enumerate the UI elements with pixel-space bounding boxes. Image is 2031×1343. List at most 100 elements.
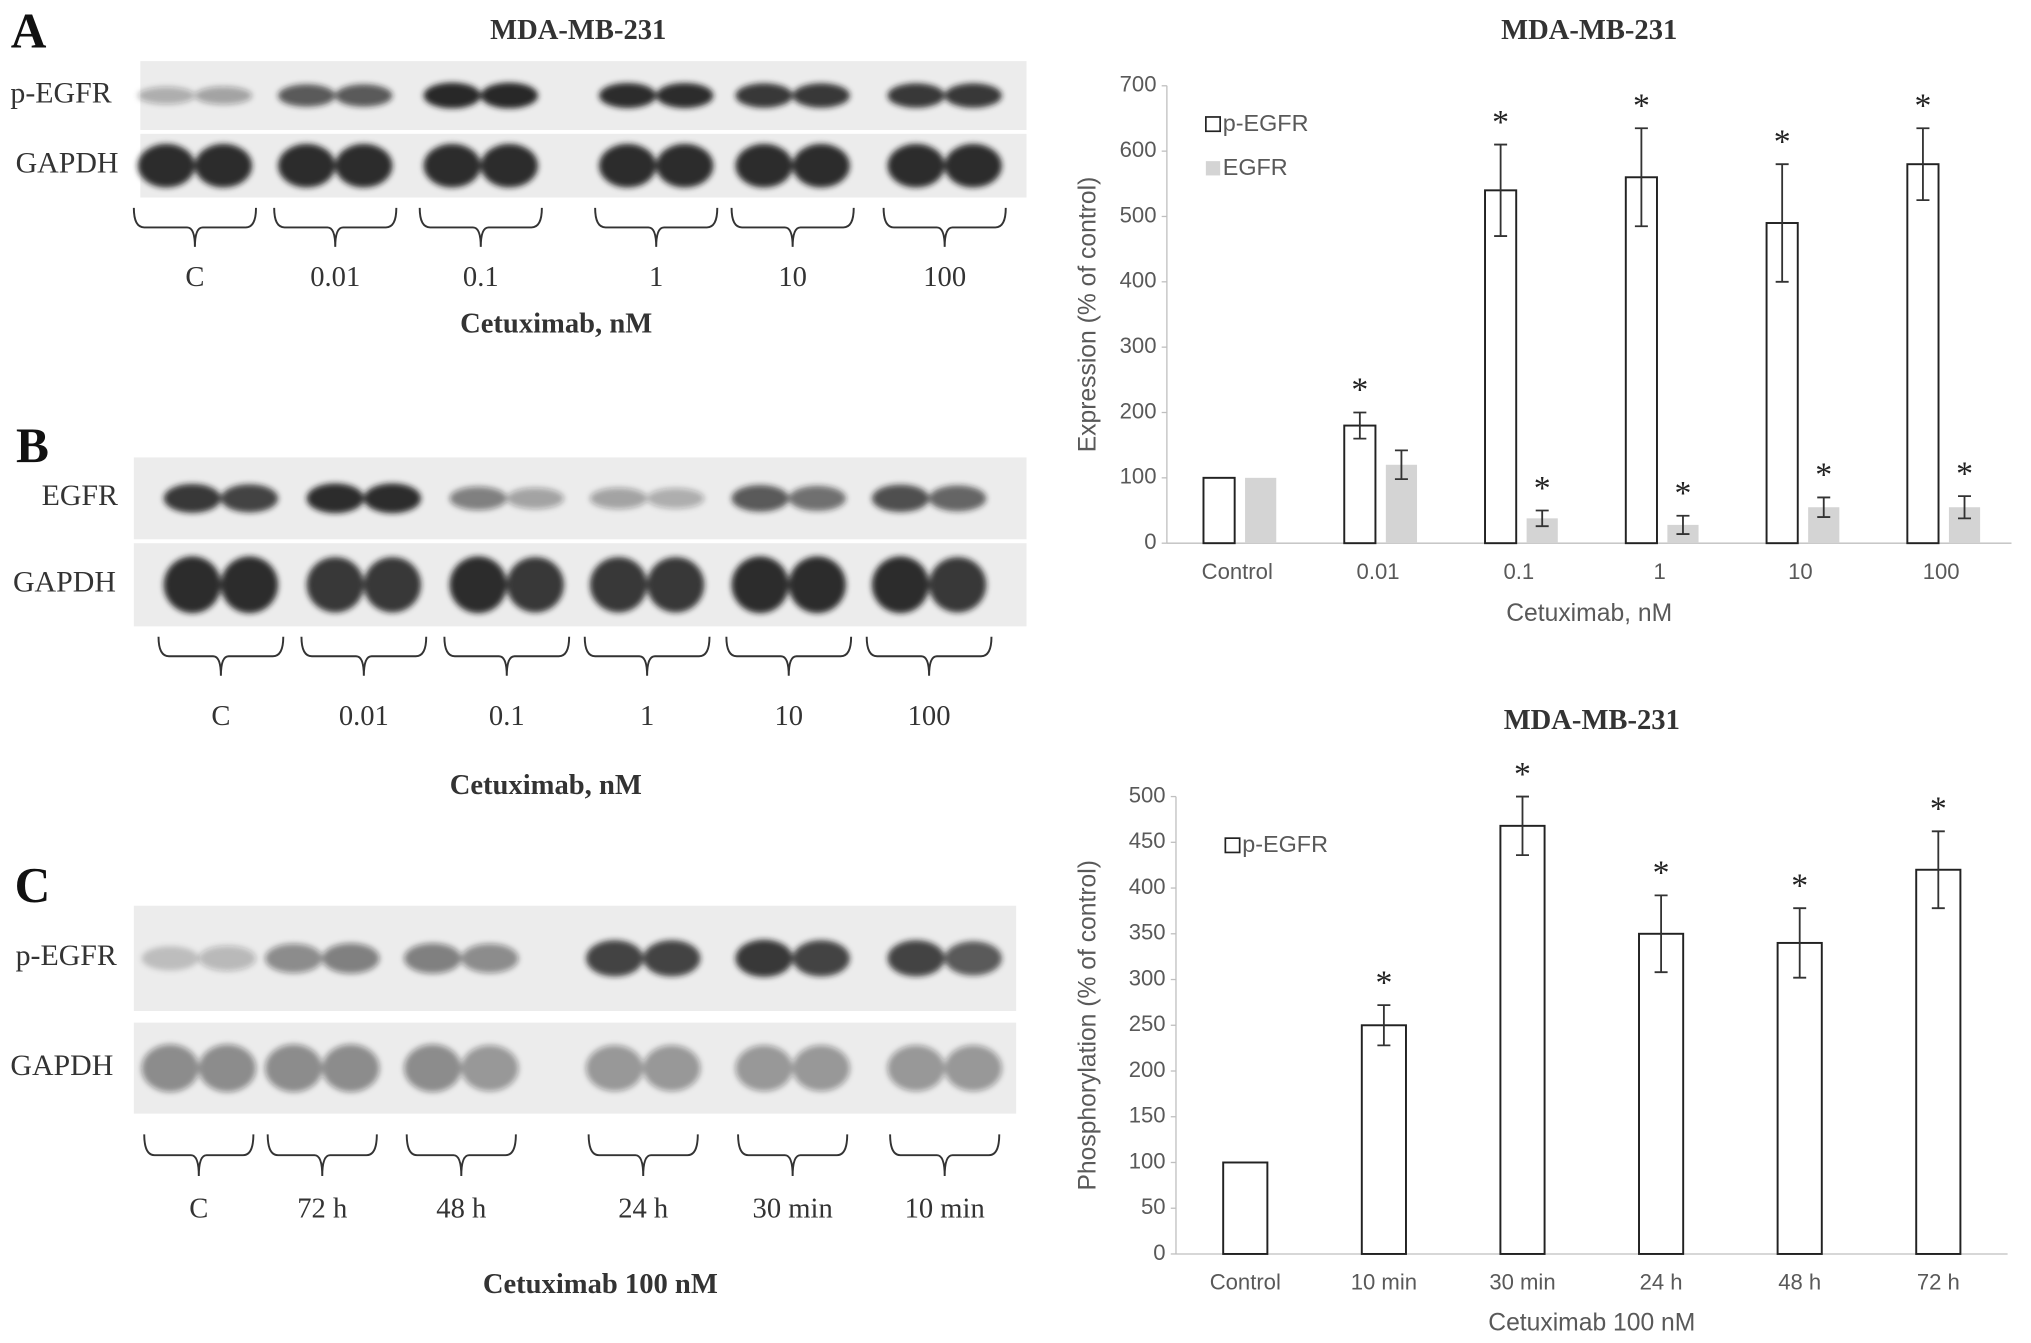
band xyxy=(506,487,564,509)
band xyxy=(265,943,323,973)
row-label: GAPDH xyxy=(13,566,116,599)
error-bar xyxy=(1775,163,1789,283)
band xyxy=(599,143,657,188)
group-label: 0.01 xyxy=(339,701,389,732)
x-tick-label: 30 min xyxy=(1489,1270,1555,1295)
band xyxy=(586,1045,644,1092)
band xyxy=(599,82,657,109)
panel-letter: B xyxy=(16,418,49,473)
y-tick-label: 500 xyxy=(1129,782,1166,807)
error-bar xyxy=(1793,907,1807,979)
band xyxy=(335,143,393,188)
band xyxy=(656,143,714,188)
group-label: 0.1 xyxy=(463,262,499,293)
blot-bands xyxy=(141,1044,1002,1092)
y-tick-label: 350 xyxy=(1129,920,1166,945)
x-axis-label: Cetuximab 100 nM xyxy=(1488,1310,1695,1337)
band xyxy=(461,943,519,973)
band xyxy=(944,143,1002,188)
group-label: 100 xyxy=(908,701,951,732)
y-tick-label: 300 xyxy=(1129,965,1166,990)
legend-label: p-EGFR xyxy=(1223,110,1309,136)
bracket xyxy=(587,1134,699,1177)
band xyxy=(306,557,364,613)
bar xyxy=(1360,1024,1407,1255)
band xyxy=(404,943,462,974)
y-tick-label: 450 xyxy=(1129,828,1166,853)
band xyxy=(944,83,1002,108)
band xyxy=(322,1044,380,1092)
significance-label: * xyxy=(1375,964,1392,1001)
band xyxy=(735,83,793,108)
significance-label: * xyxy=(1351,372,1368,409)
error-bar xyxy=(1916,127,1930,202)
band xyxy=(449,556,507,614)
group-label: C xyxy=(185,262,204,293)
legend-label: p-EGFR xyxy=(1242,831,1328,857)
error-bar xyxy=(1394,449,1408,481)
band xyxy=(735,1045,793,1092)
y-tick-label: 100 xyxy=(1120,464,1157,489)
band xyxy=(404,1044,462,1092)
band xyxy=(198,1044,256,1092)
group-label: 48 h xyxy=(436,1194,486,1225)
band xyxy=(735,939,793,978)
error-bar xyxy=(1634,127,1648,228)
band xyxy=(198,945,256,971)
band xyxy=(163,556,221,614)
group-label: 1 xyxy=(640,701,654,732)
group-label: 0.1 xyxy=(489,701,525,732)
bar xyxy=(1202,476,1236,545)
band xyxy=(363,557,422,613)
band xyxy=(461,1045,519,1092)
band xyxy=(335,84,393,107)
legend-swatch xyxy=(1205,116,1222,133)
x-tick-label: 10 min xyxy=(1351,1270,1417,1295)
x-tick-label: Control xyxy=(1210,1270,1281,1295)
y-tick-label: 600 xyxy=(1120,137,1157,162)
bracket xyxy=(132,207,257,247)
band xyxy=(788,485,846,511)
bracket xyxy=(737,1134,849,1177)
x-tick-label: 72 h xyxy=(1917,1270,1960,1295)
panel-letter: A xyxy=(11,4,47,59)
band xyxy=(944,941,1002,976)
bracket xyxy=(443,636,571,676)
y-axis-label: Expression (% of control) xyxy=(1074,177,1101,453)
bar xyxy=(1343,424,1377,545)
row-label: p-EGFR xyxy=(10,76,111,109)
significance-label: * xyxy=(1514,756,1531,793)
band xyxy=(137,143,195,188)
y-tick-label: 200 xyxy=(1129,1057,1166,1082)
significance-label: * xyxy=(1633,88,1650,125)
group-label: C xyxy=(189,1194,208,1225)
legend-swatch xyxy=(1205,161,1221,176)
bracket xyxy=(273,207,398,247)
blot-x-label: Cetuximab 100 nM xyxy=(483,1269,718,1300)
bar xyxy=(1624,176,1658,545)
band xyxy=(137,86,195,105)
band xyxy=(643,940,701,977)
bracket xyxy=(583,636,711,676)
blot-x-label: Cetuximab, nM xyxy=(460,309,652,340)
y-tick-label: 150 xyxy=(1129,1103,1166,1128)
band xyxy=(647,488,705,509)
bracket xyxy=(143,1134,255,1177)
x-tick-label: 48 h xyxy=(1778,1270,1821,1295)
row-label: p-EGFR xyxy=(16,939,117,972)
blot-title: MDA-MB-231 xyxy=(490,15,666,46)
band xyxy=(141,946,199,971)
row-label: GAPDH xyxy=(16,147,119,180)
error-bar xyxy=(1377,1004,1391,1047)
y-tick-label: 300 xyxy=(1120,333,1157,358)
x-tick-label: Control xyxy=(1202,559,1273,584)
x-tick-label: 100 xyxy=(1923,559,1960,584)
band xyxy=(656,82,714,109)
significance-label: * xyxy=(1492,104,1509,141)
bracket xyxy=(300,636,428,676)
band xyxy=(944,1045,1002,1092)
group-label: 10 xyxy=(774,701,803,732)
group-label: 100 xyxy=(923,262,966,293)
error-bar xyxy=(1494,143,1508,237)
error-bar xyxy=(1817,496,1831,518)
